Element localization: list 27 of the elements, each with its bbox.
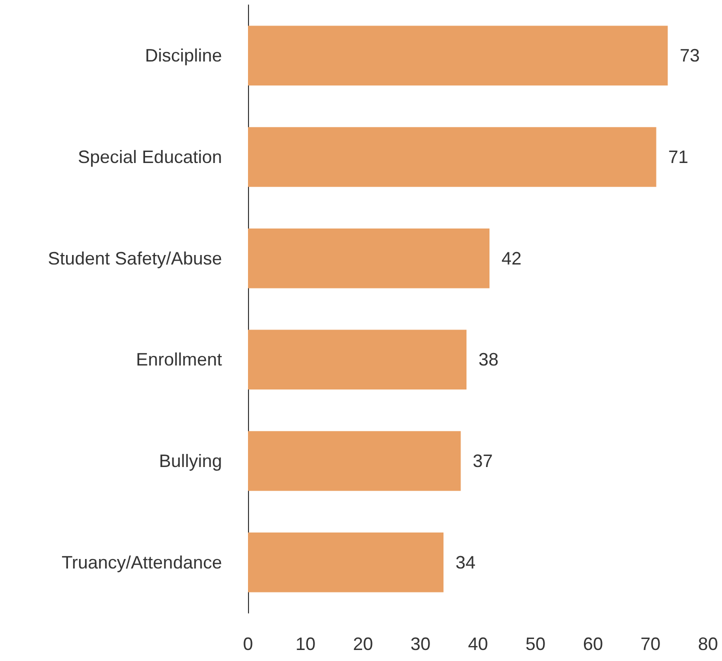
x-tick-label: 70 [640,634,661,654]
x-tick-label: 40 [468,634,488,654]
y-tick-label: Enrollment [136,350,222,370]
data-label: 71 [668,147,688,167]
y-tick-label: Discipline [144,46,222,66]
y-tick-label: Truancy/Attendance [62,552,222,572]
x-tick-label: 50 [525,634,546,654]
x-tick-label: 30 [410,634,431,654]
x-tick-label: 60 [582,634,604,654]
x-tick-label: 0 [242,634,254,654]
x-tick-label: 80 [698,634,718,654]
data-label: 42 [502,248,522,268]
bar [248,431,461,491]
data-label: 34 [456,552,476,572]
y-tick-label: Student Safety/Abuse [48,248,222,268]
y-tick-label: Bullying [158,451,222,471]
x-tick-label: 10 [295,634,316,654]
bar [248,532,444,592]
y-tick-label: Special Education [78,147,222,167]
x-tick-label: 20 [352,634,374,654]
data-label: 73 [680,46,700,66]
bar [248,26,668,86]
bar [248,330,466,390]
bar [248,127,656,187]
data-label: 38 [478,350,499,370]
data-label: 37 [472,451,493,471]
bar [248,228,490,288]
